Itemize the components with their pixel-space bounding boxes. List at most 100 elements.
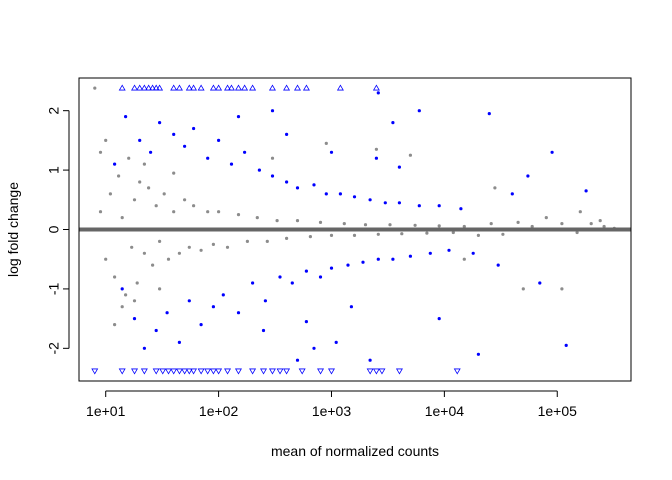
clipped_down-marker bbox=[276, 368, 284, 375]
not_significant-point bbox=[560, 287, 564, 291]
not_significant-point bbox=[575, 230, 579, 235]
not_significant-point bbox=[295, 219, 300, 223]
significant-point bbox=[172, 132, 176, 136]
clipped_up-marker bbox=[190, 84, 198, 91]
not_significant-point bbox=[342, 222, 346, 226]
not_significant-point bbox=[530, 224, 534, 229]
x-axis-title: mean of normalized counts bbox=[271, 443, 439, 459]
clipped_down-marker bbox=[268, 368, 276, 375]
not_significant-point bbox=[147, 186, 151, 190]
significant-point bbox=[376, 91, 380, 95]
plot-frame bbox=[78, 77, 632, 382]
significant-point bbox=[236, 115, 241, 119]
y-tick-label: 1 bbox=[46, 166, 62, 174]
not_significant-point bbox=[602, 224, 606, 229]
not_significant-point bbox=[120, 216, 124, 220]
clipped_up-marker bbox=[152, 84, 160, 91]
not_significant-point bbox=[425, 231, 429, 235]
significant-point bbox=[496, 263, 500, 267]
significant-point bbox=[177, 340, 181, 344]
clipped_down-marker bbox=[197, 368, 205, 375]
not_significant-point bbox=[166, 257, 171, 261]
significant-point bbox=[154, 328, 158, 333]
significant-point bbox=[374, 156, 378, 160]
significant-point bbox=[391, 121, 395, 125]
y-axis-title: log fold change bbox=[5, 182, 21, 277]
significant-point bbox=[349, 305, 353, 309]
not_significant-point bbox=[451, 230, 455, 235]
not_significant-point bbox=[544, 216, 548, 220]
not_significant-point bbox=[318, 220, 323, 224]
significant-point bbox=[251, 281, 255, 285]
clipped_down-marker bbox=[453, 368, 461, 375]
significant-point bbox=[459, 207, 463, 211]
not_significant-point bbox=[113, 275, 117, 279]
clipped_down-marker bbox=[175, 368, 183, 375]
clipped_up-marker bbox=[197, 84, 205, 91]
not_significant-point bbox=[400, 232, 404, 236]
significant-point bbox=[165, 311, 169, 315]
significant-point bbox=[285, 180, 289, 184]
y-tick-label: -1 bbox=[46, 282, 62, 295]
significant-point bbox=[142, 346, 146, 350]
clipped_down-marker bbox=[118, 368, 126, 375]
significant-point bbox=[183, 144, 187, 148]
significant-point bbox=[199, 323, 203, 327]
significant-point bbox=[312, 183, 316, 187]
clipped_up-marker bbox=[227, 84, 235, 91]
significant-point bbox=[391, 257, 395, 261]
clipped_up-marker bbox=[175, 84, 183, 91]
not_significant-point bbox=[275, 219, 279, 223]
not_significant-point bbox=[236, 213, 241, 217]
significant-point bbox=[329, 266, 334, 270]
not_significant-point bbox=[120, 305, 124, 309]
significant-point bbox=[229, 162, 234, 166]
significant-point bbox=[243, 150, 247, 154]
not_significant-point bbox=[578, 210, 582, 214]
significant-point bbox=[361, 260, 365, 264]
clipped_up-marker bbox=[234, 84, 242, 91]
clipped_up-marker bbox=[241, 84, 249, 91]
not_significant-point bbox=[158, 287, 162, 291]
not_significant-point bbox=[172, 210, 176, 214]
significant-point bbox=[221, 293, 225, 297]
significant-point bbox=[187, 299, 191, 303]
significant-point bbox=[447, 248, 451, 252]
clipped_down-marker bbox=[234, 368, 242, 375]
significant-point bbox=[487, 112, 491, 116]
clipped_up-marker bbox=[145, 84, 153, 91]
significant-point bbox=[368, 358, 372, 362]
not_significant-point bbox=[104, 257, 108, 261]
not_significant-point bbox=[217, 210, 221, 214]
y-tick-label: -2 bbox=[46, 342, 62, 355]
not_significant-point bbox=[142, 162, 146, 166]
not_significant-point bbox=[177, 251, 181, 255]
not_significant-point bbox=[130, 245, 134, 249]
y-tick-label: 2 bbox=[46, 107, 62, 115]
significant-point bbox=[120, 287, 124, 291]
clipped_down-marker bbox=[249, 368, 257, 375]
clipped_up-marker bbox=[215, 84, 223, 91]
significant-point bbox=[584, 189, 588, 193]
not_significant-point bbox=[93, 86, 97, 90]
not_significant-point bbox=[183, 198, 187, 202]
clipped_up-marker bbox=[283, 84, 291, 91]
significant-point bbox=[329, 150, 334, 154]
not_significant-point bbox=[158, 239, 162, 243]
significant-point bbox=[304, 269, 308, 273]
significant-point bbox=[471, 251, 475, 255]
clipped_down-marker bbox=[91, 368, 99, 375]
significant-point bbox=[124, 115, 128, 119]
clipped_down-marker bbox=[152, 368, 160, 375]
not_significant-point bbox=[363, 223, 368, 227]
not_significant-point bbox=[388, 223, 392, 227]
not_significant-point bbox=[489, 222, 493, 226]
clipped_down-marker bbox=[224, 368, 232, 375]
significant-point bbox=[270, 109, 275, 113]
significant-point bbox=[417, 204, 421, 208]
x-tick-label: 1e+04 bbox=[425, 403, 465, 419]
clipped_down-marker bbox=[181, 368, 189, 375]
significant-point bbox=[324, 192, 328, 196]
not_significant-point bbox=[462, 257, 466, 261]
not_significant-point bbox=[199, 248, 203, 252]
